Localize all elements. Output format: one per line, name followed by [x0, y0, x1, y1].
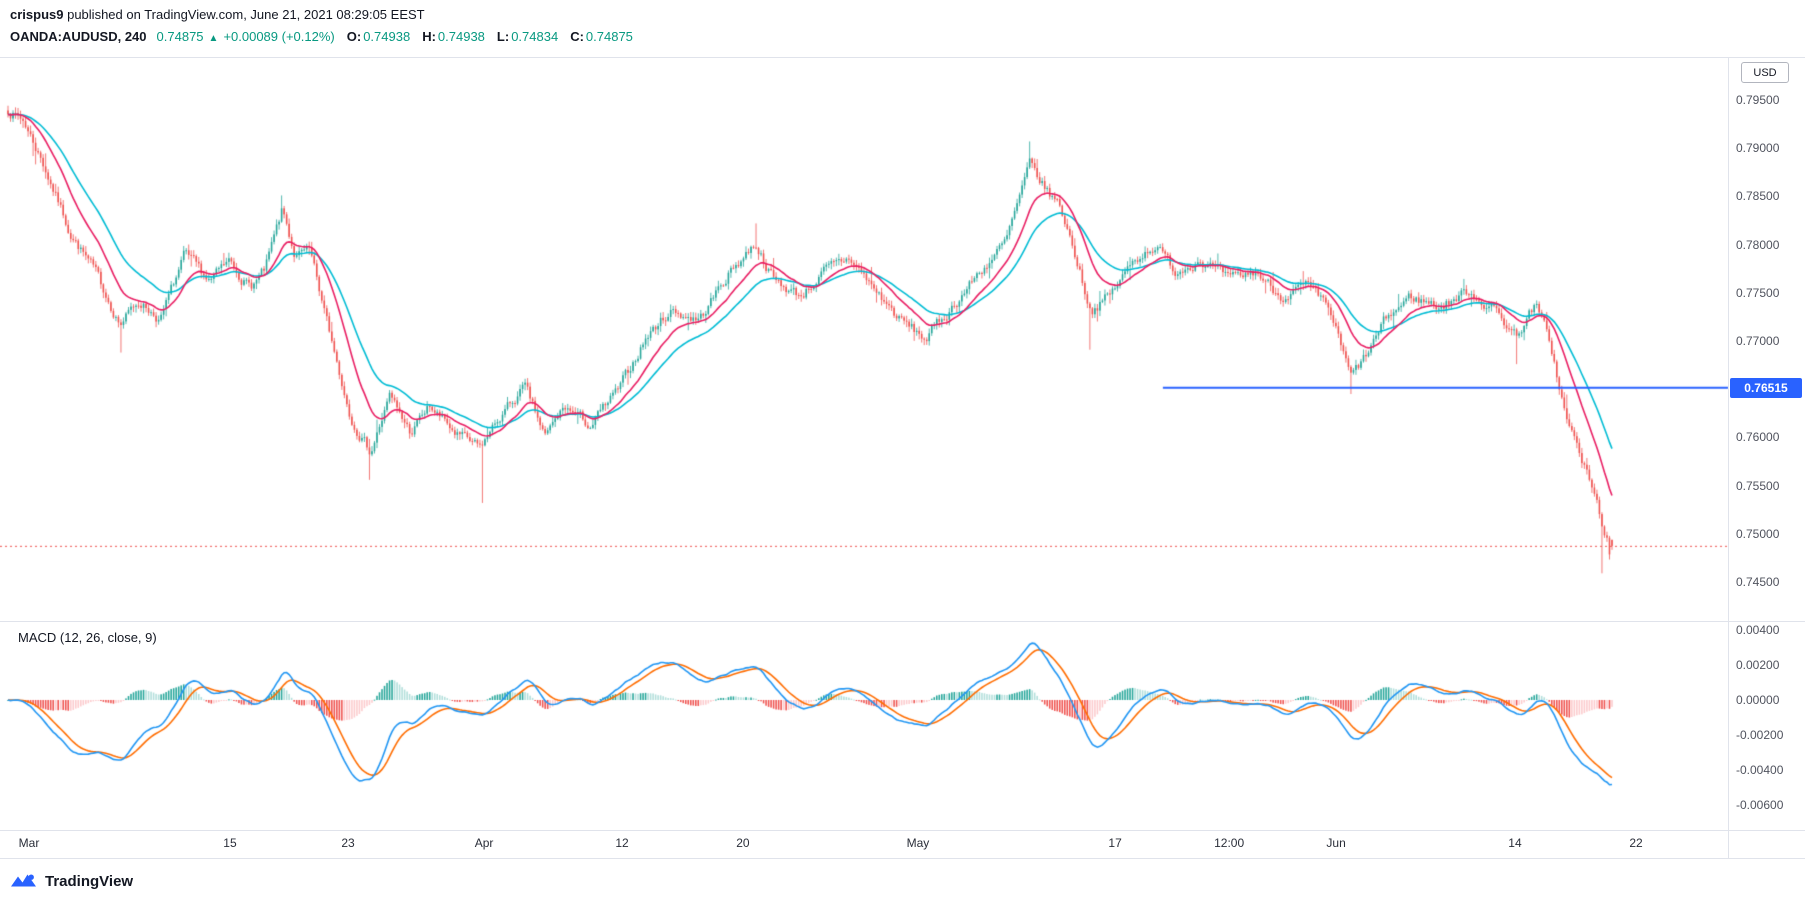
time-axis-label: 17 — [1108, 836, 1122, 850]
open-value: 0.74938 — [363, 29, 411, 44]
price-axis-label: 0.74500 — [1736, 575, 1780, 589]
price-axis-label: 0.76000 — [1736, 430, 1780, 445]
price-axis-label: 0.77500 — [1736, 285, 1780, 300]
macd-axis-label: -0.00600 — [1736, 798, 1784, 812]
attribution-line: crispus9 published on TradingView.com, J… — [10, 7, 1805, 26]
low-label: L: — [496, 29, 510, 44]
open-label: O: — [346, 29, 362, 44]
tradingview-logo — [11, 874, 36, 886]
price-axis-border — [1728, 57, 1729, 858]
chart-bottom-border — [0, 858, 1805, 859]
last-price: 0.74875 — [156, 29, 204, 44]
macd-axis-label: 0.00200 — [1736, 658, 1780, 672]
time-axis-border — [0, 830, 1805, 831]
published-text: published on TradingView.com, June 21, 2… — [63, 7, 425, 22]
price-axis-label: 0.78500 — [1736, 189, 1780, 204]
panel-border-top — [0, 57, 1805, 58]
macd-axis-label: 0.00000 — [1736, 693, 1780, 707]
close-label: C: — [570, 29, 584, 44]
time-axis-label: 12:00 — [1214, 836, 1245, 850]
time-axis-label: 20 — [736, 836, 750, 850]
low-value: 0.74834 — [511, 29, 559, 44]
price-macd-divider[interactable] — [0, 621, 1805, 622]
brand-name: TradingView — [45, 872, 134, 890]
price-change: +0.00089 (+0.12%) — [223, 29, 335, 44]
tradingview-footer-link[interactable]: TradingView — [10, 866, 133, 896]
price-axis-label: 0.79000 — [1736, 141, 1780, 156]
symbol-bar: OANDA:AUDUSD, 240 0.74875 ▲ +0.00089 (+0… — [10, 29, 1805, 44]
time-axis-label: 12 — [615, 836, 629, 850]
up-arrow-icon: ▲ — [208, 33, 219, 44]
price-axis-label: 0.75500 — [1736, 478, 1780, 493]
macd-indicator-label[interactable]: MACD (12, 26, close, 9) — [18, 630, 157, 645]
price-axis[interactable]: USD 0.76515 0.79500 0.79000 0.78500 0.78000… — [1729, 0, 1805, 906]
symbol-title[interactable]: OANDA:AUDUSD, 240 — [10, 29, 147, 44]
header: crispus9 published on TradingView.com, J… — [0, 0, 1805, 57]
time-axis-label: 23 — [341, 836, 355, 850]
author-username[interactable]: crispus9 — [10, 7, 64, 22]
high-label: H: — [422, 29, 436, 44]
time-axis-label: Apr — [474, 836, 494, 850]
macd-axis-label: -0.00200 — [1736, 728, 1784, 742]
price-axis-label: 0.77000 — [1736, 334, 1780, 348]
time-axis-label: 14 — [1508, 836, 1522, 850]
time-axis-label: May — [906, 836, 930, 850]
high-value: 0.74938 — [437, 29, 485, 44]
price-axis-label: 0.75000 — [1736, 526, 1780, 541]
macd-axis-label: 0.00400 — [1736, 623, 1780, 637]
time-axis-label: Mar — [18, 836, 40, 850]
time-axis-label: Jun — [1326, 836, 1346, 850]
support-price-label: 0.76515 — [1730, 377, 1802, 398]
macd-axis-label: -0.00400 — [1736, 763, 1784, 777]
currency-toggle-button[interactable]: USD — [1741, 62, 1789, 83]
time-axis-label: 22 — [1629, 836, 1643, 850]
time-axis-label: 15 — [223, 836, 237, 850]
price-axis-label: 0.79500 — [1736, 93, 1780, 107]
time-axis[interactable]: Mar 15 23 Apr 12 20 May 17 12:00 Jun 14 22 — [0, 833, 1728, 857]
price-axis-label: 0.78000 — [1736, 237, 1780, 252]
close-value: 0.74875 — [585, 29, 633, 44]
